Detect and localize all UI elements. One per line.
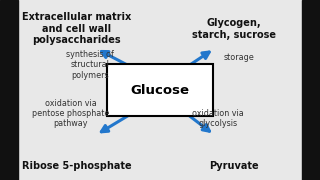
Bar xyxy=(0,0,18,180)
Text: Glucose: Glucose xyxy=(131,84,189,96)
FancyBboxPatch shape xyxy=(107,64,213,116)
Text: Glycogen,
starch, sucrose: Glycogen, starch, sucrose xyxy=(192,18,276,40)
Text: storage: storage xyxy=(224,53,255,62)
Text: Ribose 5-phosphate: Ribose 5-phosphate xyxy=(22,161,132,171)
Text: Extracellular matrix
and cell wall
polysaccharides: Extracellular matrix and cell wall polys… xyxy=(22,12,132,45)
Text: oxidation via
glycolysis: oxidation via glycolysis xyxy=(192,109,244,129)
Text: synthesis of
structural
polymers: synthesis of structural polymers xyxy=(66,50,114,80)
Text: Pyruvate: Pyruvate xyxy=(209,161,259,171)
Bar xyxy=(302,0,320,180)
Text: oxidation via
pentose phosphate
pathway: oxidation via pentose phosphate pathway xyxy=(32,98,109,128)
